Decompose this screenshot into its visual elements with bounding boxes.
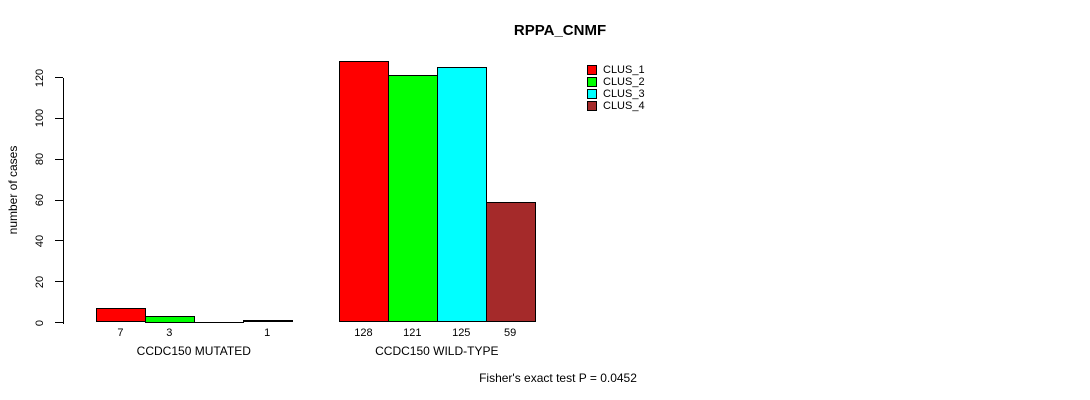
bar-value-label: 7 — [117, 327, 124, 339]
bar-value-label: 121 — [403, 327, 422, 339]
y-axis-tick-label: 0 — [34, 319, 46, 326]
bar-clus_1-ccdc150-mutated — [96, 308, 146, 323]
legend-swatch-clus_1-icon — [587, 65, 597, 75]
bar-value-label: 3 — [166, 327, 173, 339]
y-axis-tick — [55, 281, 63, 283]
legend-label-clus_3: CLUS_3 — [603, 88, 645, 100]
y-axis-label: number of cases — [6, 145, 20, 235]
legend-item-clus_2: CLUS_2 — [587, 76, 645, 88]
legend-item-clus_3: CLUS_3 — [587, 88, 645, 100]
annotation-fishers-test: Fisher's exact test P = 0.0452 — [479, 371, 637, 385]
bar-clus_2-ccdc150-mutated — [144, 316, 195, 323]
y-axis-tick-label: 100 — [34, 109, 46, 128]
y-axis-tick — [55, 199, 63, 201]
legend-item-clus_4: CLUS_4 — [587, 100, 645, 112]
bar-value-label: 125 — [452, 327, 471, 339]
legend-swatch-clus_4-icon — [587, 101, 597, 111]
y-axis-tick — [55, 77, 63, 78]
y-axis-tick-label: 80 — [34, 153, 46, 166]
y-axis-tick — [55, 240, 63, 242]
bar-value-label: 1 — [264, 327, 271, 339]
legend: CLUS_1 CLUS_2 CLUS_3 CLUS_4 — [587, 64, 645, 112]
y-axis-tick-label: 120 — [34, 68, 46, 87]
legend-swatch-clus_3-icon — [587, 89, 597, 99]
legend-swatch-clus_2-icon — [587, 77, 597, 87]
legend-label-clus_4: CLUS_4 — [603, 100, 645, 112]
bar-value-label: 59 — [504, 327, 517, 339]
bar-clus_3-ccdc150-wild-type — [436, 67, 487, 323]
y-axis-tick-label: 60 — [34, 193, 46, 207]
bar-value-label: 128 — [354, 327, 373, 339]
bar-clus_1-ccdc150-wild-type — [339, 61, 389, 323]
y-axis-tick — [55, 117, 63, 119]
legend-item-clus_1: CLUS_1 — [587, 64, 645, 76]
y-axis-tick — [55, 322, 63, 323]
chart-title: RPPA_CNMF — [513, 22, 607, 39]
y-axis-tick-label: 40 — [34, 234, 46, 247]
y-axis-tick-label: 20 — [34, 275, 46, 288]
y-axis-line — [63, 77, 64, 324]
y-axis-tick — [55, 158, 63, 160]
bar-clus_3-ccdc150-mutated — [193, 321, 244, 323]
bar-clus_2-ccdc150-wild-type — [387, 75, 438, 323]
group-label-ccdc150-mutated: CCDC150 MUTATED — [136, 344, 251, 358]
group-label-ccdc150-wild-type: CCDC150 WILD-TYPE — [375, 344, 499, 358]
legend-label-clus_2: CLUS_2 — [603, 76, 645, 88]
bar-clus_4-ccdc150-mutated — [242, 320, 293, 323]
legend-label-clus_1: CLUS_1 — [603, 64, 645, 76]
bar-clus_4-ccdc150-wild-type — [485, 202, 536, 323]
